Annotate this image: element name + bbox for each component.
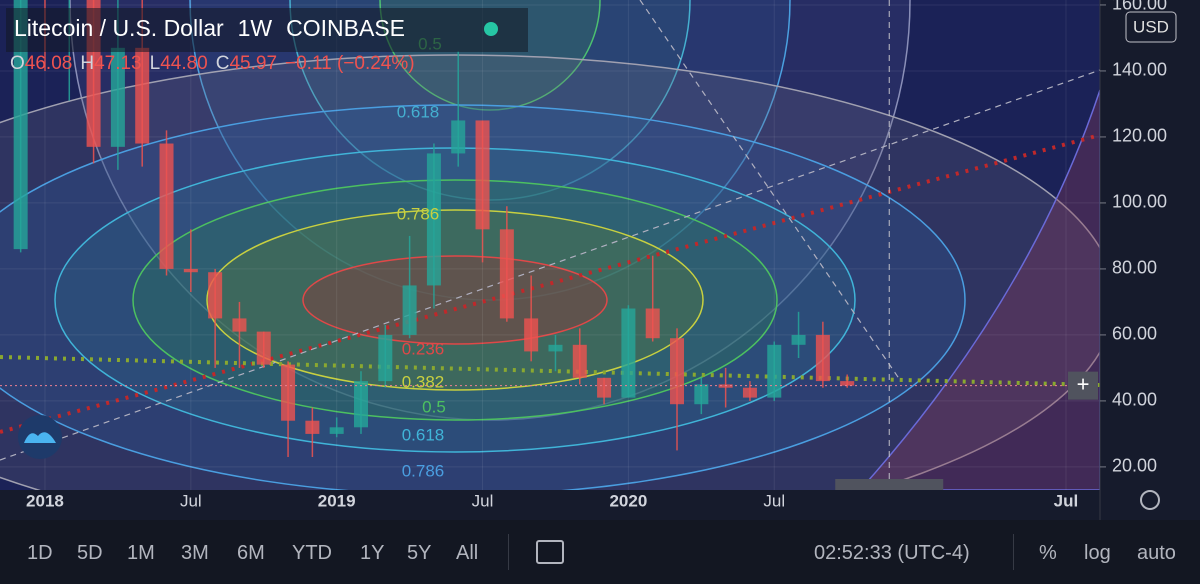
y-tick-label: 140.00	[1112, 60, 1167, 80]
candle-body	[13, 0, 28, 250]
date-range-icon[interactable]	[536, 540, 564, 564]
change: −0.11 (−0.24%)	[285, 53, 415, 74]
scale-option[interactable]: auto	[1137, 542, 1176, 564]
currency-box[interactable]	[1125, 11, 1177, 43]
chart: 0.50.6180.7860.2360.3820.50.6180.786+44.…	[0, 0, 1200, 520]
ohlc-value: 45.97	[229, 53, 277, 74]
fib-label: 0.236	[402, 339, 445, 358]
add-button[interactable]	[1068, 371, 1098, 400]
x-tick-label: 2019	[318, 491, 356, 510]
candle-body	[402, 285, 417, 335]
candle-body	[670, 338, 685, 405]
candle-body	[256, 331, 271, 365]
candle-body	[742, 387, 757, 398]
scale-option[interactable]: log	[1084, 542, 1111, 564]
y-tick-label: 80.00	[1112, 258, 1157, 278]
plot-background	[0, 0, 1100, 490]
interval: 1W	[238, 15, 273, 41]
x-tick-label: Jul	[180, 491, 202, 510]
candle-body	[329, 427, 344, 434]
y-tick-label: 120.00	[1112, 126, 1167, 146]
y-tick-label: 100.00	[1112, 192, 1167, 212]
candle-body	[353, 381, 368, 428]
ohlc-legend: O46.08 H47.13 L44.80 C45.97 −0.11 (−0.24%)	[10, 53, 415, 74]
candle-body	[645, 308, 660, 339]
status-dot	[484, 22, 498, 36]
candle-body	[378, 334, 393, 382]
ohlc-key: C	[216, 53, 230, 74]
range-button[interactable]: 5D	[77, 542, 103, 564]
currency[interactable]: USD	[1133, 17, 1169, 36]
range-button[interactable]: 6M	[237, 542, 265, 564]
ohlc-value: 46.08	[25, 53, 73, 74]
candle-body	[426, 153, 441, 286]
ohlc-value: 47.13	[94, 53, 142, 74]
x-tick-label: Jul	[763, 491, 785, 510]
candle-body	[135, 47, 150, 144]
x-tick-label: 2020	[609, 491, 647, 510]
y-tick-label: 60.00	[1112, 324, 1157, 344]
range-button[interactable]: 1Y	[360, 542, 385, 564]
ohlc-key: L	[150, 53, 161, 74]
range-button[interactable]: YTD	[292, 542, 332, 564]
y-tick-label: 40.00	[1112, 390, 1157, 410]
candle-body	[621, 308, 636, 398]
fib-label: 0.618	[397, 102, 440, 121]
logo	[24, 432, 56, 443]
candle-body	[159, 143, 174, 269]
fib-label: 0.5	[422, 397, 446, 416]
clock[interactable]: 02:52:33 (UTC-4)	[814, 542, 970, 564]
toolbar: 1D 5D 1M 3M 6M YTD 1Y 5Y All 02:52:33 (UTC-4)% log…	[0, 520, 1200, 584]
candle-body	[305, 420, 320, 434]
candle-body	[840, 381, 855, 386]
candle-body	[791, 334, 806, 345]
separator	[508, 534, 509, 570]
fib-label: 0.618	[402, 425, 445, 444]
symbol: Litecoin / U.S. Dollar 1W COINBASE	[14, 15, 405, 41]
fib-label: 0.382	[402, 372, 445, 391]
candle-body	[572, 344, 587, 378]
exchange: COINBASE	[286, 15, 405, 41]
candles	[13, 0, 855, 458]
candle-body	[475, 120, 490, 230]
candle-body	[524, 318, 539, 352]
candle-body	[183, 268, 198, 273]
ohlc-key: O	[10, 53, 25, 74]
add-icon[interactable]: +	[1077, 371, 1090, 396]
header-bg	[6, 8, 528, 52]
range-button[interactable]: 1M	[127, 542, 155, 564]
candle-body	[694, 384, 709, 405]
candle-body	[281, 364, 296, 421]
candle-body	[548, 344, 563, 352]
price-axis	[1100, 0, 1200, 520]
separator	[1013, 534, 1014, 570]
ohlc-value: 44.80	[160, 53, 208, 74]
y-tick-label: 160.00	[1112, 0, 1167, 14]
candle-body	[232, 318, 247, 332]
ohlc-key: H	[80, 53, 94, 74]
settings-icon[interactable]	[1140, 490, 1160, 510]
x-tick-label: 2018	[26, 491, 64, 510]
candle-body	[597, 377, 612, 398]
title: Litecoin / U.S. Dollar	[14, 15, 224, 41]
candle-body	[767, 344, 782, 398]
candle-body	[208, 272, 223, 319]
x-tick-label: Jul	[472, 491, 494, 510]
range-button[interactable]: All	[456, 542, 479, 564]
x-tick-label: Jul	[1054, 491, 1079, 510]
range-button[interactable]: 1D	[27, 542, 53, 564]
range-button[interactable]: 3M	[181, 542, 209, 564]
y-tick-label: 20.00	[1112, 456, 1157, 476]
fib-label: 0.786	[402, 461, 445, 480]
fib-label: 0.786	[397, 204, 440, 223]
candle-body	[451, 120, 466, 154]
candle-body	[110, 47, 125, 147]
candle-body	[815, 334, 830, 382]
candle-body	[499, 229, 514, 319]
range-button[interactable]: 5Y	[407, 542, 432, 564]
time-axis	[0, 490, 1100, 520]
scale-option[interactable]: %	[1039, 542, 1057, 564]
